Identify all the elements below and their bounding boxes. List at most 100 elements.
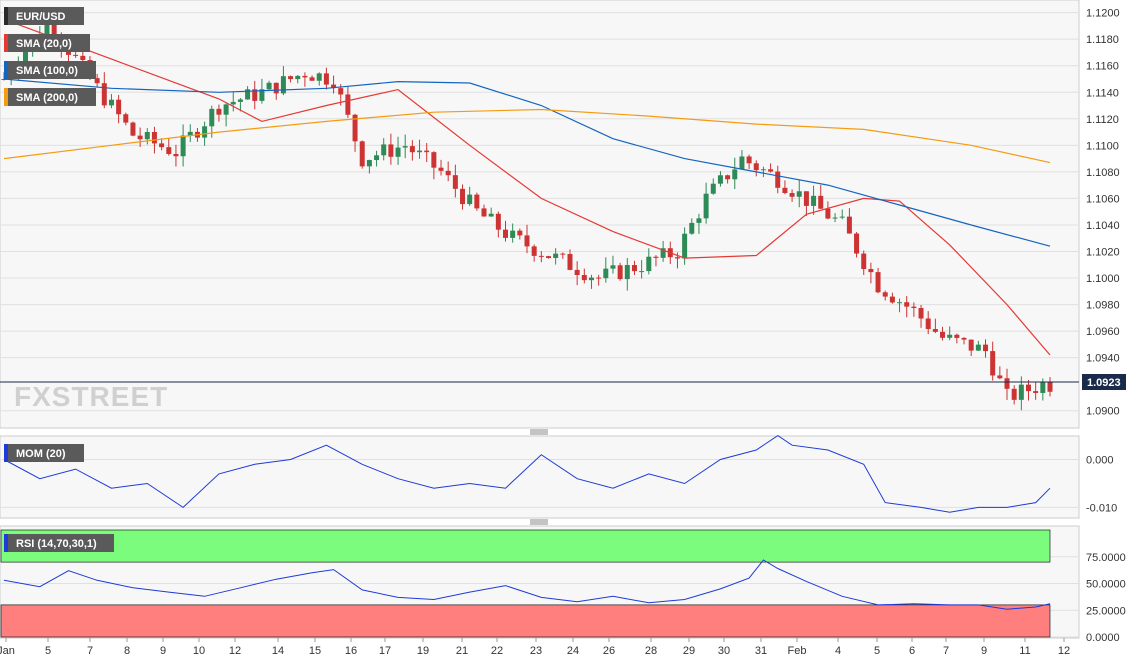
candle-body <box>295 75 301 80</box>
candle-body <box>309 77 315 81</box>
x-tick-label: 12 <box>1058 645 1070 657</box>
candle-body <box>682 233 688 259</box>
candle-body <box>1011 388 1017 400</box>
candle-body <box>151 132 157 144</box>
candle-body <box>108 99 114 106</box>
candle-body <box>567 254 573 270</box>
x-tick-label: 11 <box>1019 645 1030 657</box>
price-tick-label: 1.1060 <box>1086 193 1120 205</box>
candle-body <box>80 55 86 61</box>
x-tick-label: 26 <box>603 645 615 657</box>
candle-body <box>596 277 602 279</box>
candle-body <box>624 265 630 280</box>
candle-body <box>918 308 924 319</box>
rsi-tick-label: 50.0000 <box>1086 579 1126 591</box>
legend-sma20[interactable]: SMA (20,0) <box>4 34 90 52</box>
candle-body <box>1047 382 1053 392</box>
price-panel[interactable] <box>0 0 1080 429</box>
candle-body <box>495 213 501 230</box>
candle-body <box>588 277 594 281</box>
legend-rsi-label: RSI (14,70,30,1) <box>16 538 97 550</box>
candle-body <box>374 155 380 161</box>
candle-body <box>488 213 494 217</box>
x-tick-label: 21 <box>456 645 468 657</box>
candle-body <box>725 175 731 180</box>
candle-body <box>983 344 989 352</box>
candles <box>1 6 1053 411</box>
candle-body <box>610 265 616 269</box>
candle-body <box>775 171 781 188</box>
candle-body <box>782 187 788 194</box>
candle-body <box>746 156 752 164</box>
candle-body <box>674 257 680 259</box>
legend-sma200-label: SMA (200,0) <box>16 92 78 104</box>
legend-sma200[interactable]: SMA (200,0) <box>4 88 96 106</box>
x-tick-label: 17 <box>379 645 391 657</box>
candle-body <box>237 99 243 102</box>
price-tick-label: 1.1100 <box>1086 140 1119 152</box>
x-tick-label: 15 <box>309 645 321 657</box>
candle-body <box>116 99 122 115</box>
candle-body <box>345 94 351 115</box>
rsi-tick-label: 0.0000 <box>1086 632 1120 644</box>
candle-body <box>22 50 28 67</box>
candle-body <box>481 208 487 217</box>
x-axis: Jan 5 7 8 9 10 12 14 15 16 17 19 21 22 23 24 26 28 29 30 31 F… <box>0 638 1070 657</box>
sma-line-200 <box>3 18 1051 356</box>
x-tick-label: Feb <box>788 645 807 657</box>
panel-resize-handle-1[interactable] <box>530 429 548 435</box>
candle-body <box>424 150 430 153</box>
candle-body <box>166 147 172 154</box>
last-price-label: 1.0923 <box>1087 377 1121 389</box>
x-tick-label: 22 <box>491 645 503 657</box>
candle-body <box>1026 384 1032 392</box>
legend-mom[interactable]: MOM (20) <box>4 444 84 462</box>
candle-body <box>73 54 79 56</box>
legend-rsi[interactable]: RSI (14,70,30,1) <box>4 534 114 552</box>
candle-body <box>710 183 716 194</box>
candle-body <box>753 163 759 171</box>
x-tick-label: 16 <box>345 645 357 657</box>
mom-tick-label: 0.000 <box>1086 455 1114 467</box>
candle-body <box>545 256 551 258</box>
x-tick-label: 10 <box>193 645 205 657</box>
momentum-line <box>3 434 1051 513</box>
price-tick-label: 1.1120 <box>1086 114 1119 126</box>
candle-body <box>402 146 408 148</box>
candle-body <box>538 255 544 257</box>
candle-body <box>839 216 845 218</box>
candle-body <box>159 143 165 148</box>
candle-body <box>460 188 466 205</box>
candle-body <box>316 73 322 81</box>
panel-resize-handle-2[interactable] <box>530 519 548 525</box>
candle-body <box>581 275 587 281</box>
candle-body <box>868 269 874 273</box>
candle-body <box>173 153 179 157</box>
candle-body <box>44 18 50 35</box>
y-axes: 1.1200 1.1180 1.1160 1.1140 1.1120 1.1100 1.10… <box>1086 8 1126 644</box>
candle-body <box>503 229 509 238</box>
candle-body <box>531 246 537 256</box>
momentum-panel[interactable] <box>0 435 1080 519</box>
candle-body <box>280 76 286 94</box>
price-tick-label: 1.1040 <box>1086 220 1120 232</box>
candle-body <box>338 88 344 95</box>
candle-body <box>209 108 215 127</box>
x-tick-label: 12 <box>229 645 241 657</box>
legend-sma100[interactable]: SMA (100,0) <box>4 61 96 79</box>
x-tick-label: 5 <box>874 645 880 657</box>
candle-body <box>187 131 193 136</box>
x-tick-label: 9 <box>160 645 166 657</box>
x-tick-label: 28 <box>645 645 657 657</box>
candle-body <box>560 253 566 255</box>
candle-body <box>631 265 637 272</box>
rsi-overbought-zone <box>0 529 1051 563</box>
candle-body <box>639 271 645 273</box>
candle-body <box>417 150 423 153</box>
fxstreet-watermark: FXSTREET <box>14 381 168 412</box>
candle-body <box>739 156 745 170</box>
candle-body <box>961 337 967 340</box>
legend-pair[interactable]: EUR/USD <box>4 7 84 25</box>
candle-body <box>331 84 337 89</box>
